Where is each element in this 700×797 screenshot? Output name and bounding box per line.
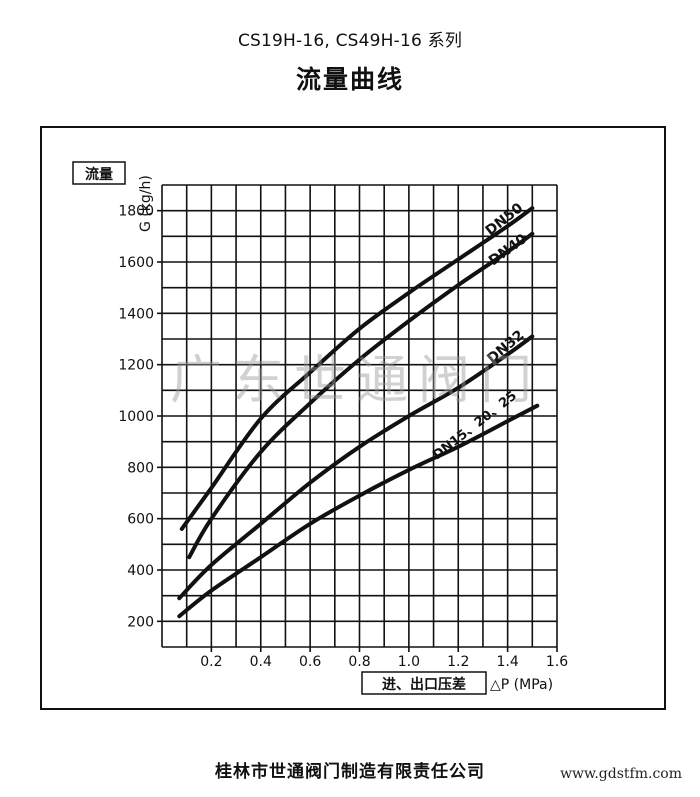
series-line-dn50 <box>179 206 535 531</box>
y-tick-label: 600 <box>127 512 154 528</box>
page-title: 流量曲线 <box>295 65 404 94</box>
y-axis-label: G (kg/h) <box>138 175 154 232</box>
chart-frame <box>40 126 666 710</box>
model-series-heading: CS19H-16, CS49H-16 系列 <box>237 31 463 51</box>
x-tick-label: 1.2 <box>447 654 469 670</box>
y-tick-label: 200 <box>127 614 154 630</box>
series-lines <box>177 206 540 619</box>
y-tick-label: 1200 <box>118 358 154 374</box>
x-tick-label: 0.2 <box>200 654 222 670</box>
y-axis-label-box <box>72 161 126 185</box>
axis-ticks: 200 400 600 800 1000 1200 1400 1600 1800 0.2 0.4 0.… <box>118 204 568 670</box>
x-axis-label-box-text: 进、出口压差 <box>382 676 466 693</box>
y-tick-label: 800 <box>127 460 154 476</box>
x-tick-label: 1.4 <box>496 654 518 670</box>
x-axis-label-box <box>361 671 487 695</box>
y-tick-label: 1400 <box>118 306 154 322</box>
x-tick-label: 0.6 <box>299 654 321 670</box>
x-tick-label: 1.0 <box>398 654 420 670</box>
y-tick-label: 1600 <box>118 255 154 271</box>
series-line-dn32 <box>177 334 535 601</box>
x-tick-label: 0.4 <box>250 654 272 670</box>
y-axis-label-box-text: 流量 <box>85 166 113 183</box>
watermark-text: 广东世通阀门 <box>170 351 542 411</box>
x-tick-label: 1.6 <box>546 654 568 670</box>
x-axis-label: △P (MPa) <box>490 677 553 693</box>
website-url: www.gdstfm.com <box>560 766 682 782</box>
series-line-dn15-20-25 <box>177 403 540 619</box>
y-tick-label: 1800 <box>118 204 154 220</box>
series-line-dn40 <box>187 231 535 560</box>
company-name: 桂林市世通阀门制造有限责任公司 <box>215 762 485 782</box>
y-tick-label: 1000 <box>118 409 154 425</box>
y-tick-label: 400 <box>127 563 154 579</box>
x-tick-label: 0.8 <box>348 654 370 670</box>
